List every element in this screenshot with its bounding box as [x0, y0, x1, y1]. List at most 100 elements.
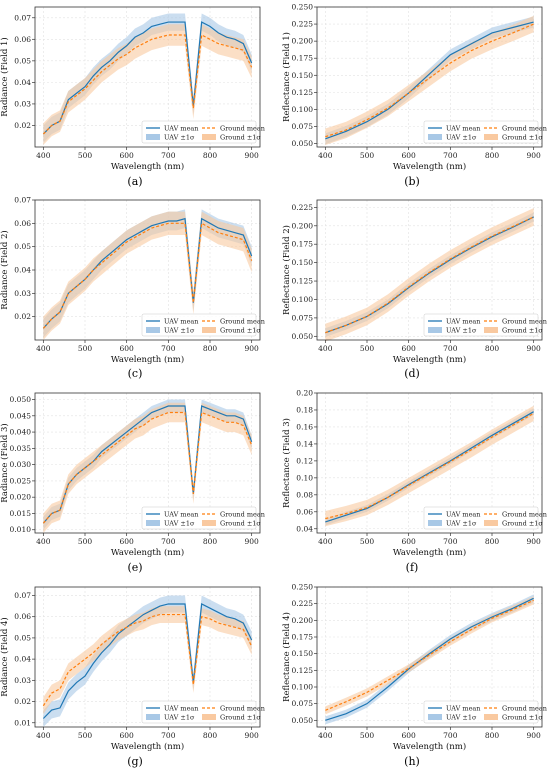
legend-swatch-band	[484, 714, 498, 720]
x-tick-label: 600	[402, 731, 417, 740]
y-tick-label: 0.12	[296, 456, 313, 465]
x-tick-label: 500	[360, 731, 375, 740]
y-tick-label: 0.150	[292, 649, 314, 658]
x-tick-label: 700	[161, 344, 176, 353]
x-tick-label: 900	[245, 151, 260, 160]
y-tick-label: 0.100	[292, 295, 314, 304]
legend-box	[141, 506, 257, 530]
caption-h: (h)	[404, 755, 420, 768]
y-tick-label: 0.03	[14, 99, 31, 108]
legend-swatch-band	[202, 134, 216, 140]
y-tick-label: 0.05	[14, 633, 31, 642]
legend-label: Ground mean	[502, 124, 547, 132]
x-tick-label: 900	[527, 537, 542, 546]
x-axis-label: Wavelength (nm)	[111, 161, 184, 172]
legend-label: UAV mean	[446, 704, 480, 712]
x-tick-label: 700	[443, 344, 458, 353]
legend-label: Ground mean	[502, 317, 547, 325]
x-tick-label: 800	[203, 344, 218, 353]
y-tick-label: 0.050	[292, 332, 314, 341]
y-tick-label: 0.175	[292, 633, 314, 642]
y-tick-label: 0.10	[296, 473, 313, 482]
y-axis-label: Reflectance (Field 3)	[281, 418, 292, 508]
x-tick-label: 800	[203, 151, 218, 160]
legend-label: Ground ±1σ	[502, 133, 543, 141]
caption-a: (a)	[127, 175, 142, 188]
legend-swatch-band	[428, 134, 442, 140]
series-band-uav	[325, 594, 534, 725]
y-tick-label: 0.04	[14, 655, 31, 664]
series-line-ground-mean	[325, 412, 534, 520]
chart-panel-e: 400 500 600 700 800 900 0.010 0.015 0.020 0.025 0.…	[0, 392, 265, 558]
y-tick-label: 0.04	[14, 78, 31, 87]
legend-label: Ground mean	[220, 704, 265, 712]
series-line-ground-mean	[42, 222, 253, 329]
legend-swatch-band	[202, 714, 216, 720]
y-axis-label: Reflectance (Field 1)	[281, 32, 292, 122]
y-axis-label: Radiance (Field 2)	[0, 230, 10, 309]
chart-panel-d: 400 500 600 700 800 900 0.050 0.075 0.100 0.125 0.…	[281, 199, 547, 365]
legend-box	[141, 120, 257, 144]
legend-label: UAV mean	[164, 704, 198, 712]
legend-box	[423, 506, 539, 530]
x-tick-label: 700	[443, 731, 458, 740]
y-tick-label: 0.030	[10, 460, 32, 469]
x-tick-label: 800	[485, 537, 500, 546]
x-tick-label: 600	[120, 151, 135, 160]
plot-frame	[316, 6, 543, 148]
x-tick-label: 400	[318, 151, 333, 160]
chart-panel-b: 400 500 600 700 800 900 0.050 0.075 0.100 0.125 0.…	[281, 3, 547, 173]
x-tick-label: 900	[527, 731, 542, 740]
series-line-uav-mean	[42, 405, 253, 524]
legend-box	[423, 700, 539, 724]
x-tick-label: 600	[120, 344, 135, 353]
legend-label: Ground mean	[502, 704, 547, 712]
y-tick-label: 0.175	[292, 54, 314, 63]
y-tick-label: 0.050	[292, 716, 314, 725]
caption-g: (g)	[127, 755, 143, 768]
chart-panel-f: 400 500 600 700 800 900 0.04 0.06 0.08 0.10 0.12 0.…	[281, 389, 547, 559]
y-axis-label: Radiance (Field 3)	[0, 423, 10, 502]
y-tick-label: 0.015	[10, 509, 32, 518]
series-band-ground	[325, 596, 534, 715]
y-tick-label: 0.200	[292, 37, 314, 46]
chart-panel-c: 400 500 600 700 800 900 0.02 0.03 0.04 0.05 0.06 0.…	[0, 196, 265, 366]
legend-label: UAV mean	[164, 317, 198, 325]
x-tick-label: 600	[120, 537, 135, 546]
y-tick-label: 0.225	[292, 599, 314, 608]
legend-box	[423, 120, 539, 144]
legend-label: UAV ±1σ	[446, 133, 477, 141]
legend-swatch-band	[484, 520, 498, 526]
legend-label: Ground ±1σ	[220, 326, 261, 334]
plot-frame	[316, 199, 543, 341]
x-tick-label: 800	[203, 537, 218, 546]
y-tick-label: 0.200	[292, 221, 314, 230]
legend-label: UAV ±1σ	[164, 519, 195, 527]
series-line-uav-mean	[42, 21, 253, 135]
x-axis-label: Wavelength (nm)	[393, 354, 466, 365]
caption-e: (e)	[127, 561, 142, 574]
y-tick-label: 0.025	[10, 476, 32, 485]
series-line-uav-mean	[325, 411, 534, 523]
y-tick-label: 0.075	[292, 122, 314, 131]
legend-box	[423, 313, 539, 337]
y-tick-label: 0.250	[292, 583, 314, 592]
x-tick-label: 700	[443, 537, 458, 546]
series-line-ground-mean	[42, 411, 253, 524]
y-tick-label: 0.02	[14, 697, 31, 706]
y-axis-label: Radiance (Field 1)	[0, 37, 10, 116]
y-tick-label: 0.02	[14, 121, 31, 130]
y-tick-label: 0.050	[292, 139, 314, 148]
legend-swatch-band	[146, 520, 160, 526]
series-band-ground	[43, 24, 252, 145]
y-tick-label: 0.20	[296, 389, 313, 398]
y-tick-label: 0.040	[10, 428, 32, 437]
series-line-ground-mean	[325, 599, 534, 711]
x-tick-label: 600	[402, 344, 417, 353]
y-tick-label: 0.04	[14, 266, 31, 275]
y-tick-label: 0.010	[10, 525, 32, 534]
x-tick-label: 500	[78, 344, 93, 353]
legend-swatch-band	[202, 327, 216, 333]
legend-label: UAV ±1σ	[164, 133, 195, 141]
